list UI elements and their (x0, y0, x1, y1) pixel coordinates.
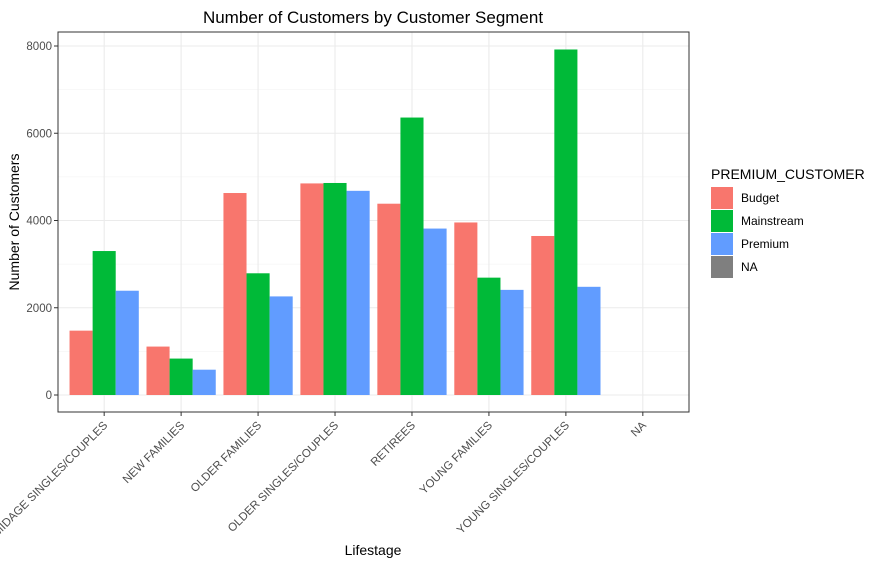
bar (377, 203, 401, 395)
legend-label: Budget (741, 191, 780, 205)
bar (423, 228, 447, 395)
bar (192, 369, 216, 395)
chart-title: Number of Customers by Customer Segment (203, 8, 543, 27)
bar (323, 182, 347, 395)
legend-swatch (711, 256, 733, 278)
legend-title: PREMIUM_CUSTOMER (711, 166, 865, 182)
bar (346, 190, 370, 395)
legend-swatch (711, 210, 733, 232)
bar (477, 277, 501, 395)
bar (577, 286, 601, 395)
bar (554, 49, 578, 396)
y-tick-label: 8000 (26, 41, 52, 53)
bar (300, 183, 324, 395)
legend-label: NA (741, 260, 758, 274)
bar (69, 330, 93, 395)
y-tick-label: 4000 (26, 216, 52, 228)
bars (69, 49, 601, 396)
y-axis-title: Number of Customers (6, 154, 22, 291)
x-tick-label: NEW FAMILIES (121, 419, 188, 486)
x-axis: MIDAGE SINGLES/COUPLES NEW FAMILIES OLDER … (0, 412, 649, 539)
bar (531, 235, 555, 395)
bar (400, 117, 424, 396)
y-tick-label: 0 (46, 390, 52, 402)
bar (92, 251, 116, 395)
bar (246, 273, 270, 395)
x-axis-title: Lifestage (345, 542, 402, 558)
legend-label: Premium (741, 237, 789, 251)
bar (169, 358, 193, 395)
legend: PREMIUM_CUSTOMER Budget Mainstream Premium… (711, 166, 865, 278)
bar (223, 193, 247, 395)
y-tick-label: 6000 (26, 128, 52, 140)
x-tick-label: NA (629, 419, 649, 439)
y-axis: 0 2000 4000 6000 8000 (26, 41, 58, 402)
x-tick-label: YOUNG FAMILIES (418, 419, 495, 496)
plot-border (57, 31, 690, 413)
legend-label: Mainstream (741, 214, 804, 228)
legend-swatch (711, 233, 733, 255)
x-tick-label: RETIREES (369, 419, 418, 468)
bar (146, 346, 170, 395)
legend-swatch (711, 187, 733, 209)
x-tick-label: MIDAGE SINGLES/COUPLES (0, 419, 111, 538)
y-tick-label: 2000 (26, 303, 52, 315)
bar (454, 222, 478, 395)
bar (500, 289, 524, 395)
x-tick-label: OLDER FAMILIES (189, 419, 265, 495)
bar (269, 296, 293, 395)
bar (115, 290, 139, 395)
